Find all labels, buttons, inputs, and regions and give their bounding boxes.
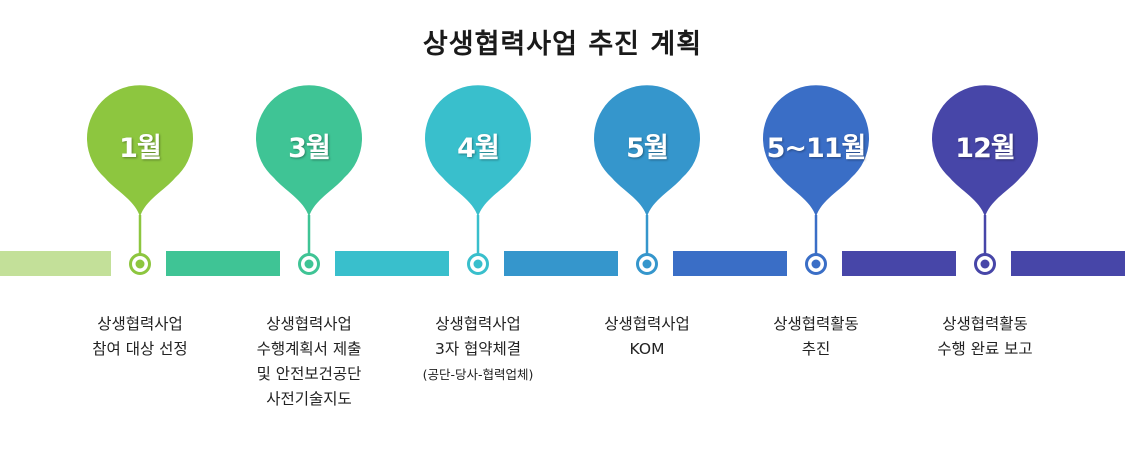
- map-pin-icon: [594, 85, 700, 275]
- stage-description-line: 상생협력사업: [266, 315, 352, 333]
- stage-description-line: 상생협력사업: [97, 315, 183, 333]
- timeline-marker-dot: [135, 259, 145, 269]
- stage-note: (공단-당사-협력업체): [422, 367, 534, 382]
- stage-description-line: 수행 완료 보고: [937, 340, 1033, 358]
- stage-description-line: KOM: [629, 340, 665, 358]
- stage-description-line: 수행계획서 제출: [256, 340, 362, 358]
- stage-description: 상생협력사업 3자 협약체결 (공단-당사-협력업체): [393, 312, 563, 387]
- stage-month-label: 3월: [288, 133, 331, 164]
- stage-description-line: 상생협력사업: [604, 315, 690, 333]
- stage-description-line: 추진: [801, 340, 831, 358]
- timeline-marker-dot: [473, 259, 483, 269]
- stage-description-line: 참여 대상 선정: [92, 340, 188, 358]
- pin-body: [87, 85, 193, 217]
- map-pin-icon: [932, 85, 1038, 275]
- map-pin-icon: [87, 85, 193, 275]
- pin-body: [256, 85, 362, 217]
- stage-month-label: 12월: [955, 133, 1015, 164]
- stage-description: 상생협력사업 KOM: [562, 312, 732, 362]
- map-pin-icon: [763, 85, 869, 275]
- stage-description-line: 상생협력활동: [942, 315, 1028, 333]
- stage-description-line: 사전기술지도: [266, 390, 352, 408]
- diagram-title: 상생협력사업 추진 계획: [422, 29, 703, 60]
- stage-description-line: 3자 협약체결: [434, 340, 522, 358]
- timeline-marker-dot: [304, 259, 314, 269]
- map-pin-icon: [425, 85, 531, 275]
- pin-body: [932, 85, 1038, 217]
- timeline-bar-segment: [842, 251, 956, 276]
- pin-body: [425, 85, 531, 217]
- map-pin-icon: [256, 85, 362, 275]
- stage-month-label: 5~11월: [766, 133, 867, 164]
- timeline-bar-segment: [166, 251, 280, 276]
- timeline-bar-segment: [673, 251, 787, 276]
- stage-description-line: 상생협력사업: [435, 315, 521, 333]
- timeline-bar-segment: [1011, 251, 1125, 276]
- pin-body: [594, 85, 700, 217]
- timeline-bar-segment: [335, 251, 449, 276]
- stage-month-label: 4월: [457, 133, 500, 164]
- stage-description-line: 및 안전보건공단: [256, 365, 362, 383]
- timeline-marker-dot: [811, 259, 821, 269]
- stage-month-label: 5월: [626, 133, 669, 164]
- pin-body: [763, 85, 869, 217]
- timeline-marker-dot: [980, 259, 990, 269]
- timeline-marker-dot: [642, 259, 652, 269]
- stage-month-label: 1월: [119, 133, 162, 164]
- timeline-bar-segment: [0, 251, 111, 276]
- timeline-bar-segment: [504, 251, 618, 276]
- stage-description-line: 상생협력활동: [773, 315, 859, 333]
